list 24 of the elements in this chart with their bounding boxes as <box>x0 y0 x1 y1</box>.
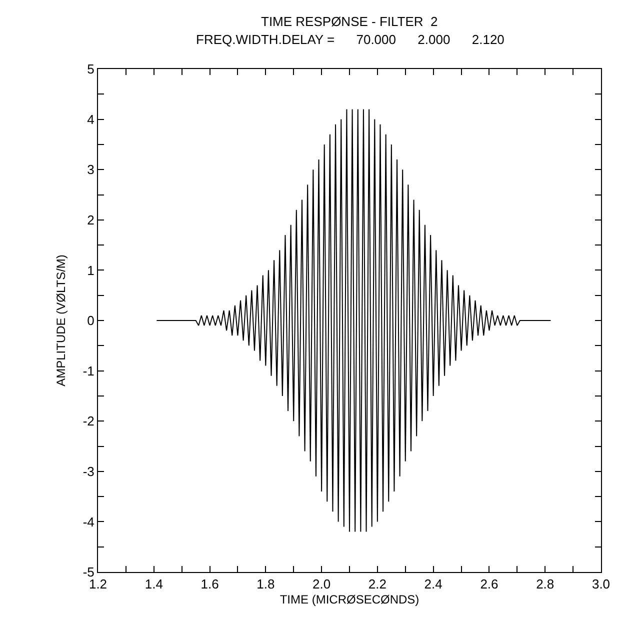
line-series <box>156 108 552 532</box>
y-tick-label: -3 <box>82 464 94 479</box>
x-tick-label: 2.4 <box>424 576 442 592</box>
x-axis-title: TIME (MICRØSECØNDS) <box>280 592 420 606</box>
y-tick-label: 2 <box>87 212 94 228</box>
chart-title: TIME RESPØNSE - FILTER 2 <box>261 14 438 29</box>
x-tick-label: 2.0 <box>312 576 331 592</box>
y-tick-label: -1 <box>82 363 94 378</box>
y-tick-label: 5 <box>87 62 94 77</box>
x-tick-label: 2.2 <box>368 576 386 592</box>
y-tick-label: 4 <box>87 112 94 127</box>
x-tick-label: 1.6 <box>200 576 219 592</box>
y-tick-label: 0 <box>87 313 94 328</box>
x-tick-label: 3.0 <box>592 576 610 592</box>
y-tick-label: 3 <box>87 162 94 178</box>
x-tick-label: 2.6 <box>480 576 498 592</box>
x-tick-label: 1.4 <box>144 576 163 592</box>
y-tick-label: 1 <box>87 262 94 278</box>
chart-subtitle: FREQ.WIDTH.DELAY = 70.000 2.000 2.120 <box>196 32 504 47</box>
y-tick-label: -4 <box>82 514 94 530</box>
y-tick-label: -2 <box>82 414 94 429</box>
x-tick-label: 2.8 <box>536 576 554 592</box>
y-axis-title: AMPLITUDE (VØLTS/M) <box>54 254 68 386</box>
x-tick-label: 1.8 <box>256 576 275 592</box>
